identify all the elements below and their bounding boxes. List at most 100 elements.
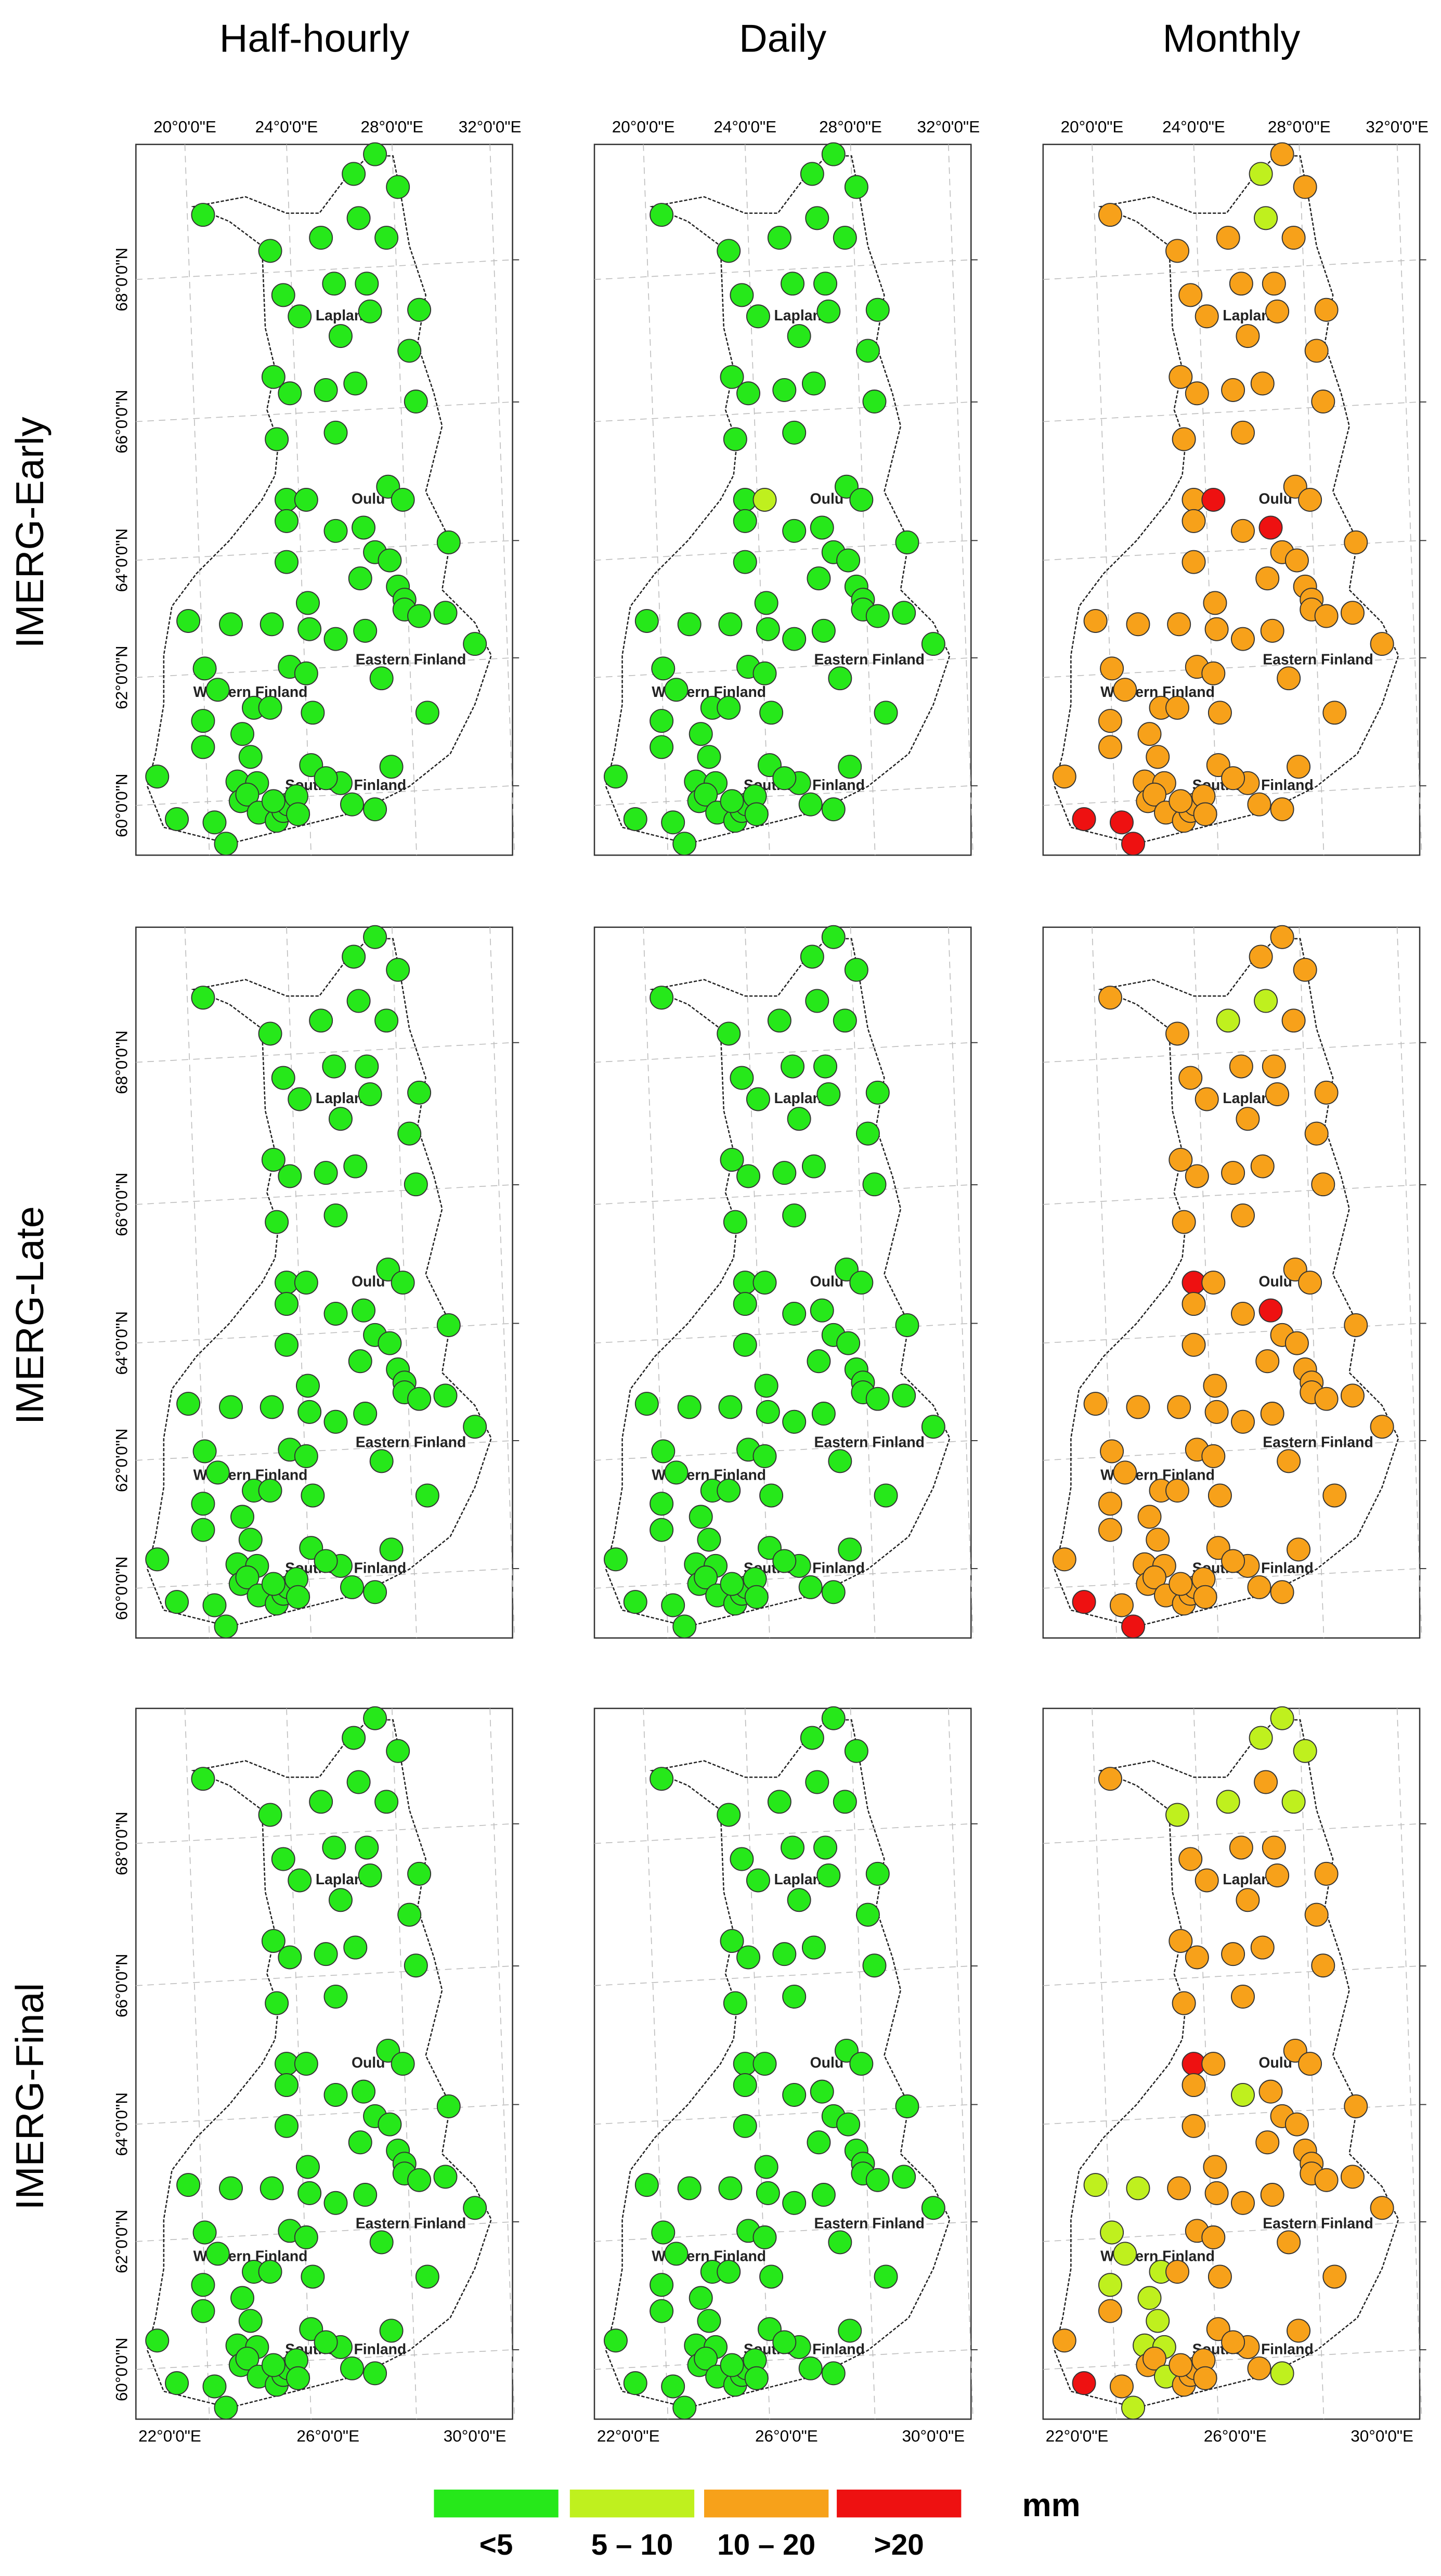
station (363, 925, 387, 949)
station (801, 1154, 826, 1179)
station (165, 1590, 189, 1614)
station (259, 612, 284, 637)
station (1178, 1847, 1203, 1871)
station (807, 566, 831, 591)
station (844, 1739, 868, 1763)
station (191, 709, 215, 733)
station (1172, 1991, 1196, 2015)
station (1208, 2264, 1232, 2289)
station (1281, 1790, 1306, 1814)
station (238, 2309, 263, 2333)
station (650, 986, 674, 1010)
station (1201, 487, 1226, 512)
station (1100, 1439, 1124, 1464)
station (323, 2082, 348, 2107)
country-outline (147, 1719, 492, 2409)
station (787, 1107, 811, 1131)
station (1172, 427, 1196, 451)
legend-swatch (704, 2489, 829, 2518)
station (723, 427, 747, 451)
station (650, 1518, 674, 1542)
y-tick-label: 62°0'0"N (112, 1429, 131, 1493)
station (322, 1835, 346, 1860)
graticule (184, 144, 210, 856)
station (165, 2371, 189, 2396)
station (343, 371, 368, 396)
station (1195, 1087, 1219, 1111)
station (288, 304, 312, 329)
station (323, 1409, 348, 1434)
station (278, 1945, 302, 1970)
station (1260, 1402, 1284, 1426)
station (1221, 1942, 1245, 1966)
station (265, 427, 289, 451)
station (1193, 1585, 1217, 1609)
station (1204, 1400, 1229, 1424)
station (214, 2396, 238, 2420)
station (689, 1505, 713, 1529)
station (816, 1863, 841, 1888)
station (1229, 1054, 1253, 1079)
station (1203, 591, 1227, 615)
station (805, 206, 829, 230)
station (407, 1387, 432, 1411)
station (865, 1080, 890, 1105)
station (717, 2260, 741, 2284)
station (1284, 1331, 1309, 1355)
station (1270, 797, 1294, 822)
country-outline (605, 155, 951, 845)
station (801, 1935, 826, 1960)
station (230, 1505, 255, 1529)
station (286, 2366, 310, 2390)
station (1231, 627, 1255, 651)
station (1293, 957, 1317, 982)
station (664, 2242, 689, 2266)
station (297, 617, 322, 641)
station (855, 1121, 880, 1146)
x-tick-label: 22°0'0"E (597, 2427, 660, 2445)
station (862, 390, 887, 414)
station (782, 519, 807, 543)
station (1098, 2299, 1122, 2323)
station (1208, 1483, 1232, 1508)
station (192, 1439, 217, 1464)
station (1258, 515, 1283, 540)
station (1204, 2181, 1229, 2205)
row-title: IMERG-Early (8, 417, 52, 648)
region-label: Eastern Finland (356, 1434, 466, 1451)
station (651, 656, 676, 681)
station (1142, 2346, 1166, 2371)
station (1169, 1147, 1193, 1172)
station (1083, 1392, 1108, 1416)
station (754, 2155, 778, 2179)
station (782, 1409, 807, 1434)
station (772, 1549, 797, 1573)
station (1262, 1835, 1286, 1860)
graticule (184, 927, 210, 1638)
y-tick-label: 62°0'0"N (112, 645, 131, 709)
country-outline (147, 155, 492, 845)
station (672, 1614, 697, 1639)
station (1193, 802, 1217, 826)
station (343, 1154, 368, 1179)
station (353, 1402, 378, 1426)
station (342, 944, 366, 969)
station (833, 226, 857, 250)
station (404, 390, 428, 414)
station (855, 339, 880, 363)
station (1137, 2286, 1162, 2310)
station (288, 1087, 312, 1111)
station (191, 1767, 215, 1791)
station (807, 1349, 831, 1374)
station (892, 601, 916, 625)
station (1298, 487, 1322, 512)
station (865, 604, 890, 628)
station (677, 2176, 702, 2200)
y-tick-label: 60°0'0"N (112, 2338, 131, 2401)
graticule (136, 259, 513, 280)
station (752, 2225, 777, 2249)
station (838, 1537, 862, 1562)
